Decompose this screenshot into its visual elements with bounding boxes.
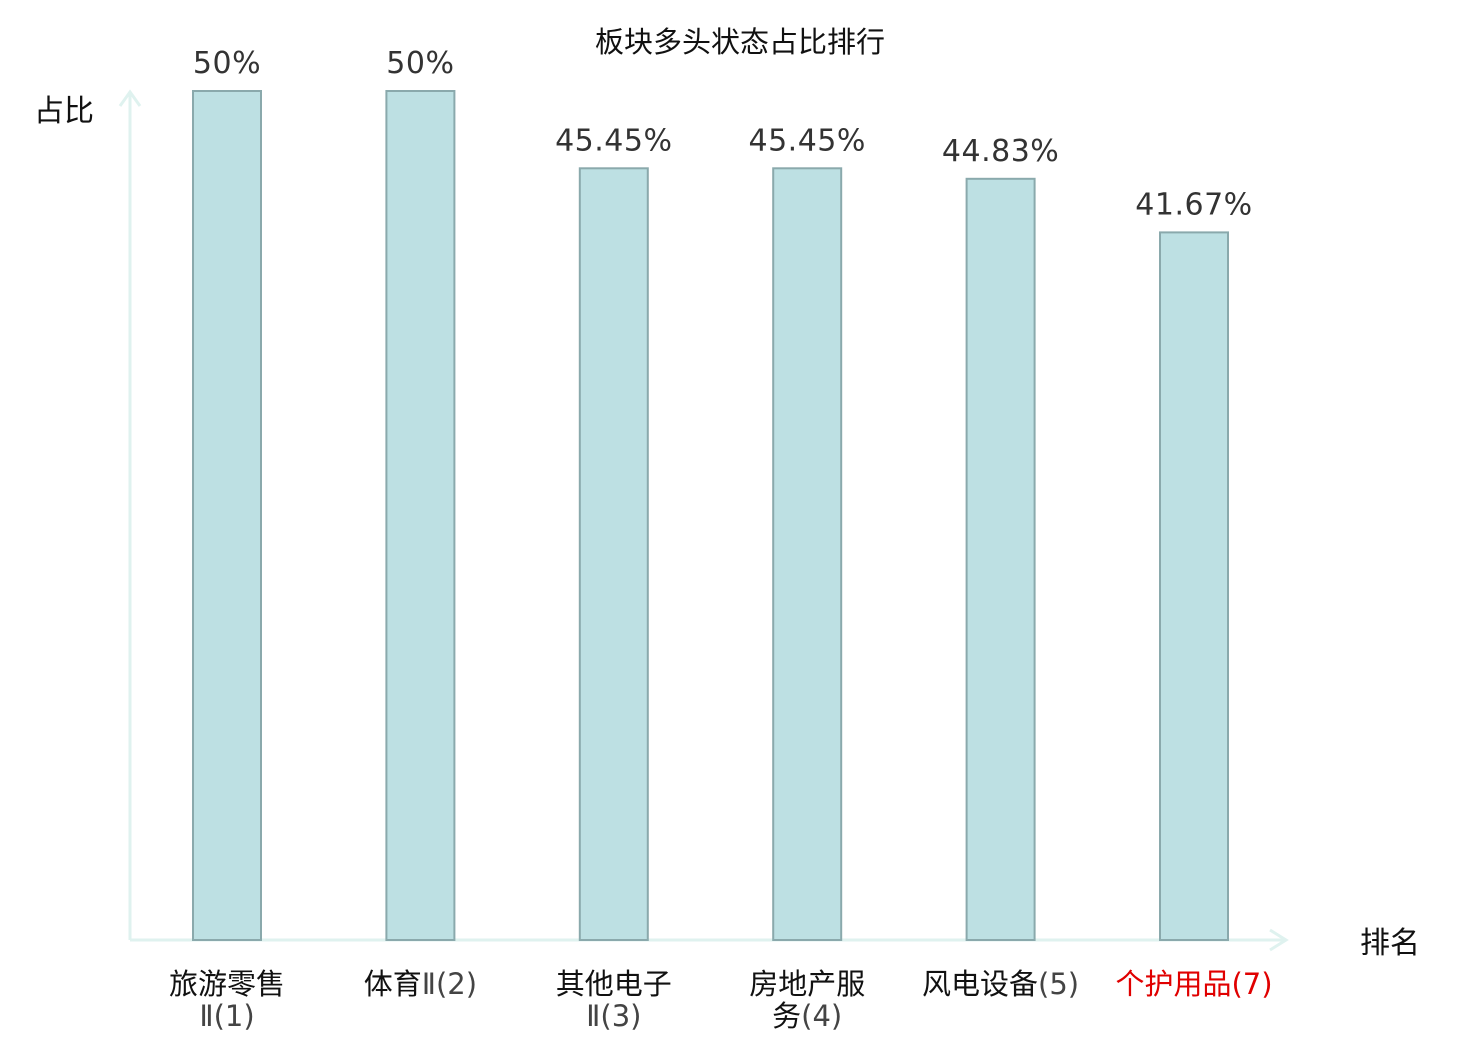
tick-label-3-line-1: 其他电子 [556, 967, 672, 1001]
value-labels-group: 50% 50% 45.45% 45.45% 44.83% 41.67% [193, 46, 1252, 222]
tick-label-1-line-2: Ⅱ(1) [199, 999, 254, 1033]
bar-5 [965, 177, 1036, 942]
tick-label-4-line-1: 房地产服 [749, 967, 865, 1001]
tick-label-name: 旅游零售 [169, 967, 285, 1001]
tick-label-3-line-2: Ⅱ(3) [586, 999, 641, 1033]
tick-label-name: 体育 [364, 967, 422, 1001]
tick-label-rank: (4) [801, 999, 842, 1033]
x-axis-arrow [1269, 928, 1289, 952]
bar-1 [192, 90, 262, 941]
tick-label-1-line-1: 旅游零售 [169, 967, 285, 1001]
data-label-6: 41.67% [1135, 187, 1252, 222]
tick-label-2-line-1: 体育Ⅱ(2) [364, 967, 477, 1001]
bars-group [192, 90, 1229, 942]
chart-title: 板块多头状态占比排行 [595, 25, 885, 59]
tick-label-rank: Ⅱ(1) [199, 999, 254, 1033]
bar-4 [772, 167, 843, 942]
bar-2 [385, 90, 456, 941]
bar-3 [578, 167, 649, 942]
tick-label-name: 其他电子 [556, 967, 672, 1001]
axes [118, 89, 1289, 952]
x-axis-label: 排名 [1360, 926, 1420, 961]
y-axis-arrow [118, 89, 142, 107]
data-label-5: 44.83% [942, 134, 1059, 169]
tick-label-name: 风电设备 [922, 967, 1038, 1001]
data-label-1: 50% [193, 46, 261, 81]
tick-label-rank: Ⅱ(2) [422, 967, 477, 1001]
tick-label-5-line-1: 风电设备(5) [922, 967, 1079, 1001]
bar-6 [1159, 231, 1229, 941]
tick-label-4-line-2: 务(4) [772, 999, 842, 1033]
tick-label-rank: (5) [1038, 967, 1079, 1001]
data-label-4: 45.45% [749, 123, 866, 158]
tick-label-rank: (7) [1231, 967, 1272, 1001]
tick-label-name: 务 [772, 999, 801, 1033]
tick-label-rank: Ⅱ(3) [586, 999, 641, 1033]
data-label-2: 50% [386, 46, 454, 81]
data-label-3: 45.45% [555, 123, 672, 158]
tick-label-name: 房地产服 [749, 967, 865, 1001]
tick-label-name: 个护用品 [1115, 967, 1231, 1001]
y-axis-label: 占比 [34, 94, 94, 129]
tick-label-6-line-1: 个护用品(7) [1115, 967, 1272, 1001]
